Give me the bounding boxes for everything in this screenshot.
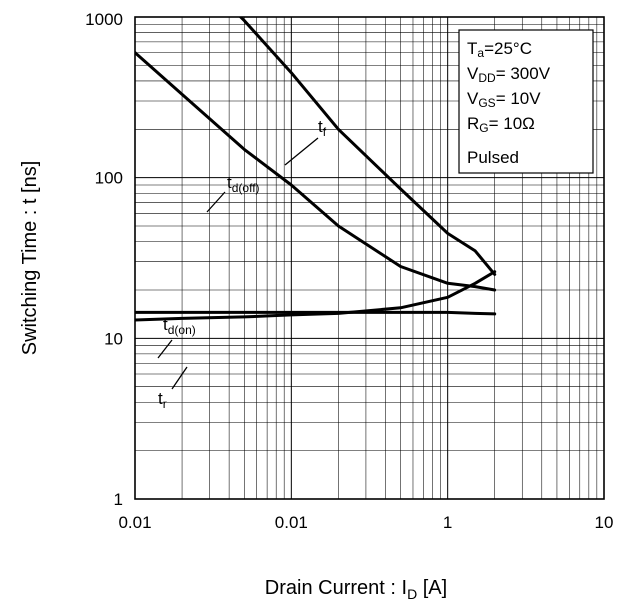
series-label-tdoff: td(off) [227,173,260,195]
label-tr: tr [158,366,188,411]
conditions-box: Ta=25°C VDD= 300V VGS= 10V RG= 10Ω Pulse… [458,29,594,174]
label-tdoff: td(off) [206,173,260,213]
plot-frame [134,16,605,500]
series-label-tf: tf [318,117,327,139]
leader-tdoff [206,191,226,213]
series-label-tdon: td(on) [163,315,196,337]
series-label-tr: tr [158,389,167,411]
series-line-1 [135,51,497,292]
y-tick-label: 1 [114,490,123,509]
y-tick-label: 100 [95,169,123,188]
y-axis-title: Switching Time : t [ns] [19,161,41,356]
leader-tdon [157,339,173,359]
x-tick-label: 0.01 [275,513,308,532]
series-line-3 [135,270,497,322]
condition-ta: Ta=25°C [467,39,532,60]
series-line-0 [238,17,497,276]
label-tf: tf [284,117,327,166]
condition-vdd: VDD= 300V [467,64,551,85]
condition-rg: RG= 10Ω [467,114,535,135]
x-tick-label: 10 [595,513,614,532]
leader-tr [171,366,188,390]
x-tick-label: 1 [443,513,452,532]
leader-tf [284,137,319,166]
x-tick-label: 0.01 [118,513,151,532]
series-lines [135,17,497,322]
y-tick-label: 10 [104,329,123,348]
condition-mode: Pulsed [467,148,519,167]
conditions-background [458,29,594,174]
tick-labels: 0.01 0.01 1 10 1 10 100 1000 [85,10,613,532]
y-tick-label: 1000 [85,10,123,29]
condition-vgs: VGS= 10V [467,89,541,110]
x-axis-title: Drain Current : ID [A] [265,577,447,602]
label-tdon: td(on) [157,315,196,359]
